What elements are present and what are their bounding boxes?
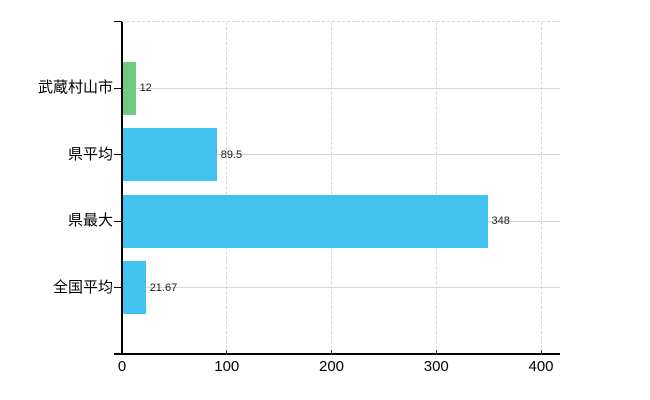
y-tick-mark: [114, 154, 122, 155]
x-tick-label: 200: [318, 358, 345, 375]
value-label: 12: [139, 82, 152, 94]
y-axis: [121, 21, 123, 354]
x-tick-mark: [540, 350, 542, 354]
gridline-vertical: [331, 21, 332, 354]
plot-top-border: [122, 21, 560, 22]
y-tick-mark: [114, 87, 122, 89]
bar: [123, 128, 217, 181]
y-tick-mark: [114, 287, 122, 288]
value-label: 21.67: [149, 281, 178, 294]
x-tick-label: 300: [423, 358, 449, 375]
x-tick-label: 100: [214, 358, 240, 375]
category-label: 武蔵村山市: [37, 79, 113, 96]
y-tick-mark: [114, 220, 122, 222]
category-label: 県最大: [67, 212, 113, 229]
category-label: 県平均: [67, 145, 113, 163]
gridline-vertical: [435, 21, 437, 354]
y-axis-top-tick: [114, 21, 122, 22]
category-label: 全国平均: [52, 278, 113, 296]
gridline-horizontal: [122, 154, 560, 155]
x-tick-label: 0: [117, 358, 127, 375]
x-tick-mark: [331, 350, 332, 354]
x-axis: [114, 353, 560, 355]
bar: [123, 61, 136, 115]
gridline-vertical: [226, 21, 228, 354]
gridline-horizontal: [122, 287, 560, 288]
bar: [123, 194, 488, 248]
x-tick-mark: [226, 350, 228, 354]
value-label: 348: [491, 215, 510, 227]
bar: [123, 261, 146, 314]
gridline-vertical: [540, 21, 542, 354]
x-tick-mark: [435, 350, 437, 354]
x-tick-label: 400: [528, 358, 554, 375]
gridline-horizontal: [122, 87, 560, 89]
value-label: 89.5: [220, 148, 243, 161]
